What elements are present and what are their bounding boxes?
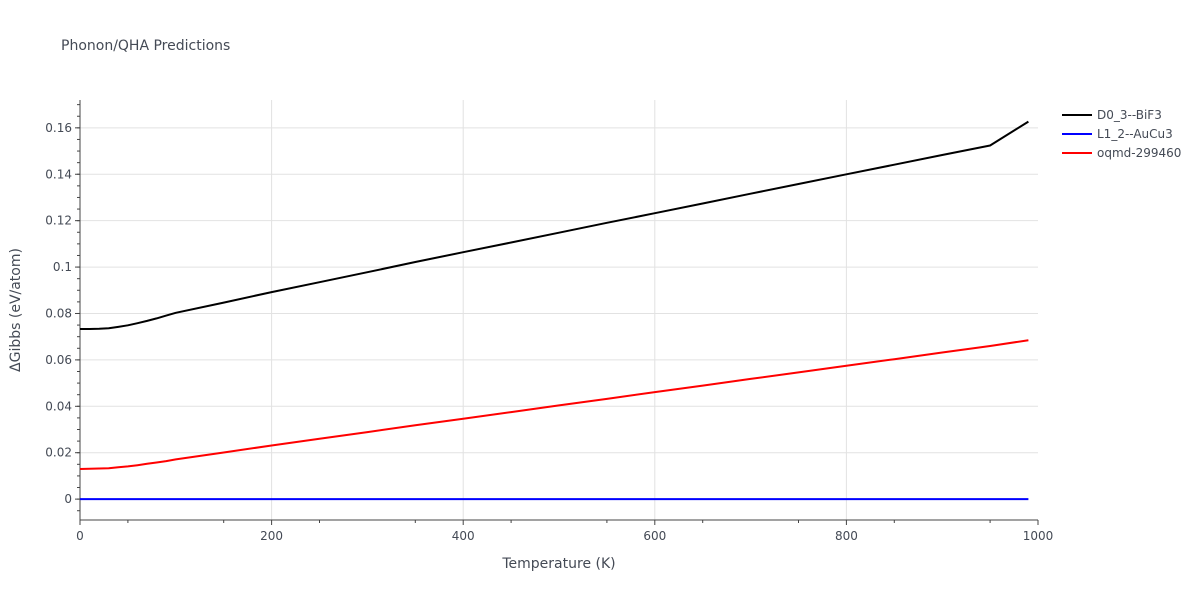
legend-label[interactable]: oqmd-299460 [1097, 146, 1181, 160]
x-tick-label: 800 [835, 529, 858, 543]
y-tick-label: 0.08 [45, 306, 72, 320]
grid [80, 100, 1038, 520]
y-tick-label: 0.12 [45, 214, 72, 228]
y-tick-label: 0.14 [45, 167, 72, 181]
series-layer [79, 120, 1029, 501]
y-tick-label: 0.16 [45, 121, 72, 135]
y-tick-label: 0.04 [45, 399, 72, 413]
chart-title: Phonon/QHA Predictions [61, 38, 230, 54]
y-tick-label: 0.1 [53, 260, 72, 274]
series-line-2 [79, 339, 1029, 470]
x-tick-label: 1000 [1023, 529, 1054, 543]
x-tick-label: 600 [643, 529, 666, 543]
y-tick-label: 0.02 [45, 446, 72, 460]
legend-label[interactable]: D0_3--BiF3 [1097, 108, 1162, 122]
y-axis-title: ΔGibbs (eV/atom) [8, 248, 24, 372]
x-tick-label: 200 [260, 529, 283, 543]
axes: 0 0.02 0.04 0.06 0.08 0.1 0.12 0.14 0.16 0 200 400 6… [45, 100, 1053, 543]
y-tick-label: 0 [64, 492, 72, 506]
series-line-0 [80, 120, 1029, 330]
x-axis-title: Temperature (K) [501, 556, 615, 572]
legend-label[interactable]: L1_2--AuCu3 [1097, 127, 1173, 141]
y-tick-label: 0.06 [45, 353, 72, 367]
legend[interactable]: D0_3--BiF3 L1_2--AuCu3 oqmd-299460 [1062, 108, 1181, 160]
x-tick-label: 400 [452, 529, 475, 543]
x-tick-label: 0 [76, 529, 84, 543]
